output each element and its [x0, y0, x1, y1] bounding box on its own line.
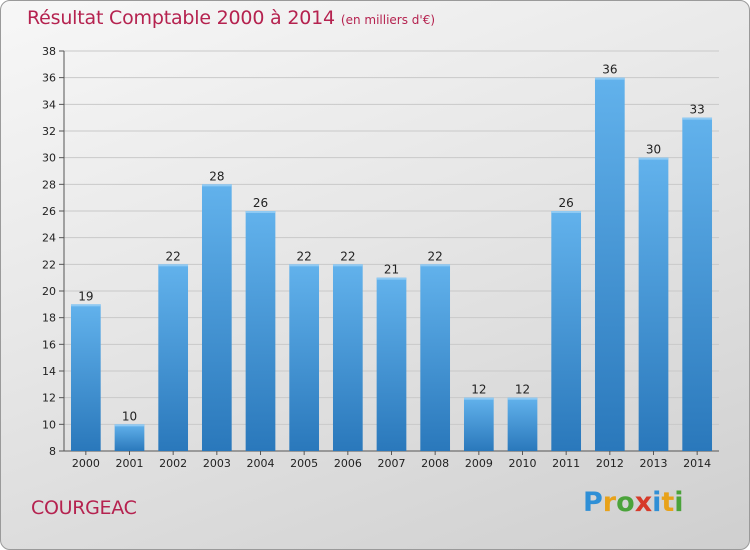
- y-tick-label: 32: [42, 125, 56, 138]
- y-tick-label: 12: [42, 392, 56, 405]
- chart-title: Résultat Comptable 2000 à 2014 (en millie…: [27, 7, 435, 29]
- x-tick-label: 2013: [640, 457, 668, 470]
- bar-value-label: 33: [690, 103, 705, 117]
- x-tick-label: 2008: [421, 457, 449, 470]
- logo-letter: i: [652, 487, 662, 518]
- bar-value-label: 22: [428, 249, 443, 263]
- x-tick-label: 2001: [116, 457, 144, 470]
- x-tick-label: 2006: [334, 457, 362, 470]
- y-tick-labels: 8 10 12 14 16 18 20 22 24 26 28 30 32 34 36 38: [42, 45, 56, 458]
- bar: [420, 264, 451, 451]
- logo-letter: t: [661, 487, 675, 518]
- bar-highlight: [507, 397, 538, 400]
- bar: [114, 424, 145, 451]
- x-tick-label: 2004: [247, 457, 275, 470]
- bar-value-label: 21: [384, 263, 399, 277]
- y-tick-label: 26: [42, 205, 56, 218]
- bar-value-label: 12: [515, 383, 530, 397]
- bar: [158, 264, 189, 451]
- y-tick-label: 8: [49, 445, 56, 458]
- x-tick-label: 2009: [465, 457, 493, 470]
- bar-value-label: 28: [209, 169, 224, 183]
- bar-highlight: [551, 211, 582, 213]
- bar-value-label: 19: [78, 289, 93, 303]
- bar: [551, 211, 582, 451]
- x-tick-label: 2007: [378, 457, 406, 470]
- bar-value-label: 22: [340, 249, 355, 263]
- x-tick-label: 2005: [290, 457, 318, 470]
- town-name: COURGEAC: [31, 497, 137, 519]
- bar-highlight: [420, 264, 451, 267]
- bar-highlight: [245, 211, 276, 213]
- value-labels: 19 10 22 28 26 22 22 21 22 12 12 26 36 30 33: [78, 63, 705, 424]
- proxiti-logo: Proxiti: [583, 487, 684, 518]
- bar-value-label: 12: [471, 383, 486, 397]
- chart-title-text: Résultat Comptable 2000 à 2014: [27, 7, 335, 29]
- x-tick-label: 2002: [159, 457, 187, 470]
- bar-value-label: 10: [122, 409, 137, 423]
- bar-value-label: 30: [646, 143, 661, 157]
- logo-letter: o: [616, 487, 635, 518]
- bar-highlight: [158, 264, 189, 267]
- logo-letter: i: [674, 487, 684, 518]
- bar: [376, 277, 407, 451]
- bar-highlight: [376, 277, 407, 280]
- bar: [594, 77, 625, 452]
- x-tick-label: 2010: [509, 457, 537, 470]
- y-tick-label: 38: [42, 45, 56, 58]
- y-tick-label: 16: [42, 338, 56, 351]
- logo-letter: r: [602, 487, 617, 518]
- x-tick-label: 2003: [203, 457, 231, 470]
- x-tick-label: 2011: [552, 457, 580, 470]
- bar-value-label: 22: [166, 249, 181, 263]
- bar-highlight: [201, 184, 232, 187]
- bar: [289, 264, 320, 451]
- y-tick-label: 28: [42, 178, 56, 191]
- bar-value-label: 22: [297, 249, 312, 263]
- bar: [70, 304, 101, 451]
- x-tick-label: 2000: [72, 457, 100, 470]
- bar-highlight: [682, 117, 713, 120]
- y-tick-label: 30: [42, 152, 56, 165]
- bar-value-label: 26: [559, 196, 574, 210]
- y-tick-label: 18: [42, 312, 56, 325]
- bar: [682, 117, 713, 452]
- y-tick-label: 34: [42, 98, 56, 111]
- bar-highlight: [289, 264, 320, 267]
- logo-letter: x: [634, 487, 653, 518]
- y-tick-label: 14: [42, 365, 56, 378]
- x-tick-label: 2014: [683, 457, 711, 470]
- bar-highlight: [70, 304, 101, 307]
- bar: [638, 157, 669, 451]
- bar-highlight: [114, 424, 145, 427]
- bar: [201, 184, 232, 452]
- bar-highlight: [332, 264, 363, 267]
- y-tick-label: 36: [42, 72, 56, 85]
- bar-value-label: 36: [602, 63, 617, 77]
- bar: [245, 211, 276, 451]
- bar-highlight: [638, 157, 669, 160]
- bar-value-label: 26: [253, 196, 268, 210]
- y-tick-label: 22: [42, 258, 56, 271]
- bar: [332, 264, 363, 451]
- x-tick-labels: 2000 2001 2002 2003 2004 2005 2006 2007 2008 2009…: [72, 457, 711, 470]
- bar: [507, 397, 538, 451]
- y-tick-label: 24: [42, 232, 56, 245]
- bar: [463, 397, 494, 451]
- logo-letter: P: [583, 487, 603, 518]
- y-tick-label: 10: [42, 418, 56, 431]
- y-tick-label: 20: [42, 285, 56, 298]
- bars: [70, 77, 713, 452]
- x-tick-label: 2012: [596, 457, 624, 470]
- bar-highlight: [463, 397, 494, 400]
- bar-highlight: [594, 77, 625, 80]
- chart-unit-text: (en milliers d'€): [340, 13, 436, 27]
